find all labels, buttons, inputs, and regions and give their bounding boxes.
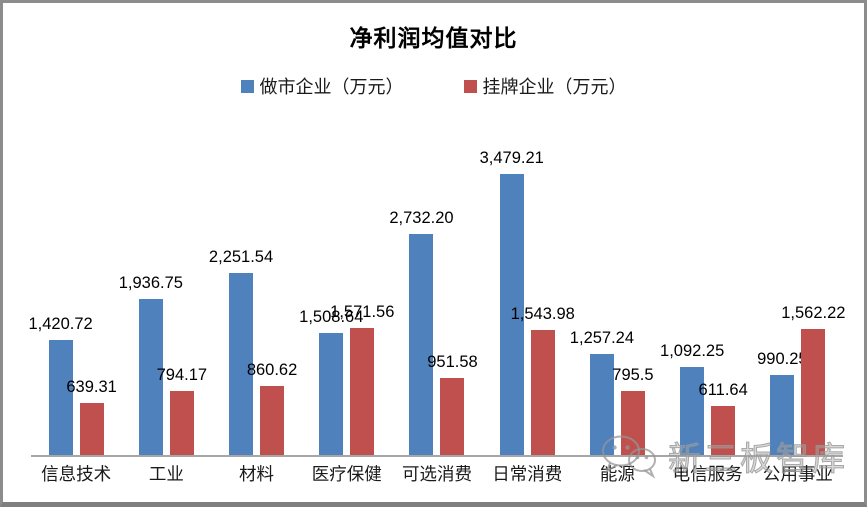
bar-value-label: 794.17: [156, 365, 208, 384]
bar-group: 990.25 1,562.22: [753, 111, 845, 455]
series2-bar: 951.58: [427, 353, 478, 455]
series2-bar: 639.31: [66, 378, 117, 455]
legend-item-series2: 挂牌企业（万元）: [463, 73, 627, 99]
bar-value-label: 1,508.64: [299, 308, 364, 327]
x-axis-label: 可选消费: [401, 464, 472, 484]
series1-bar: 3,479.21: [480, 149, 544, 455]
bar-group: 2,732.20 951.58: [389, 111, 482, 455]
bar-value-label: 2,732.20: [389, 209, 454, 228]
series1-bar: 1,508.64: [299, 308, 363, 455]
bar-value-label: 1,092.25: [660, 341, 725, 360]
x-axis-label: 工业: [148, 464, 184, 484]
x-axis-label: 电信服务: [672, 464, 743, 484]
series2-swatch-icon: [463, 79, 477, 93]
series1-bar: 990.25: [757, 350, 808, 455]
series2-bar: 1,571.56: [330, 303, 394, 455]
legend-item-series1: 做市企业（万元）: [240, 73, 404, 99]
x-axis-label: 公用事业: [762, 464, 833, 484]
bar-value-label: 1,936.75: [118, 273, 183, 292]
legend-label-series2: 挂牌企业（万元）: [482, 77, 627, 97]
series1-bar: 1,092.25: [660, 342, 724, 455]
series2-bar: 860.62: [247, 361, 297, 455]
bar-value-label: 795.5: [612, 365, 654, 384]
bar-group: 1,936.75 794.17: [119, 111, 211, 455]
series2-bar: 1,543.98: [511, 305, 575, 455]
x-axis-label: 信息技术: [41, 464, 112, 484]
x-axis-row: 信息技术 工业 材料 医疗保健 可选消费 日常消费 能源 电信服务 公用事业: [31, 461, 843, 486]
bar-value-label: 1,257.24: [569, 328, 635, 347]
bar-group: 1,420.72 639.31: [28, 111, 121, 455]
series2-bar: 795.5: [612, 366, 654, 455]
series1-swatch-icon: [240, 79, 254, 93]
bar-group: 1,508.64 1,571.56: [299, 111, 394, 455]
bar-value-label: 2,251.54: [208, 248, 274, 267]
bar-value-label: 1,543.98: [510, 305, 575, 324]
bar-value-label: 639.31: [66, 378, 117, 397]
series1-bar: 1,420.72: [28, 315, 93, 455]
bar-value-label: 951.58: [427, 353, 478, 372]
bar-group: 1,092.25 611.64: [660, 111, 753, 455]
legend: 做市企业（万元） 挂牌企业（万元）: [3, 73, 864, 99]
plot-area: 1,420.72 639.31 1,936.75 794.17 2,251.54 860.…: [28, 111, 845, 457]
series1-bar: 2,251.54: [209, 248, 273, 455]
bar-value-label: 611.64: [698, 380, 748, 399]
bar-group: 1,257.24 795.5: [570, 111, 662, 455]
chart-title: 净利润均值对比: [349, 26, 518, 51]
bar-value-label: 860.62: [246, 360, 298, 379]
bar-value-label: 1,571.56: [330, 303, 395, 322]
bar-group: 2,251.54 860.62: [209, 111, 301, 455]
series1-bar: 1,257.24: [570, 329, 634, 455]
bar-value-label: 990.25: [757, 350, 808, 368]
x-axis-label: 日常消费: [492, 464, 563, 484]
series1-bar: 1,936.75: [119, 274, 183, 455]
bar-group: 3,479.21 1,543.98: [480, 111, 575, 455]
bar-value-label: 3,479.21: [479, 149, 544, 167]
x-axis-label: 材料: [239, 464, 275, 484]
series2-bar: 794.17: [157, 366, 207, 455]
bar-value-label: 1,420.72: [28, 315, 93, 334]
series1-bar: 2,732.20: [389, 209, 454, 455]
series2-bar: 611.64: [699, 381, 748, 455]
x-axis-label: 医疗保健: [311, 464, 382, 484]
bar-value-label: 1,562.22: [781, 303, 846, 322]
series2-bar: 1,562.22: [781, 304, 845, 455]
x-axis-label: 能源: [599, 464, 635, 484]
legend-label-series1: 做市企业（万元）: [259, 77, 404, 97]
